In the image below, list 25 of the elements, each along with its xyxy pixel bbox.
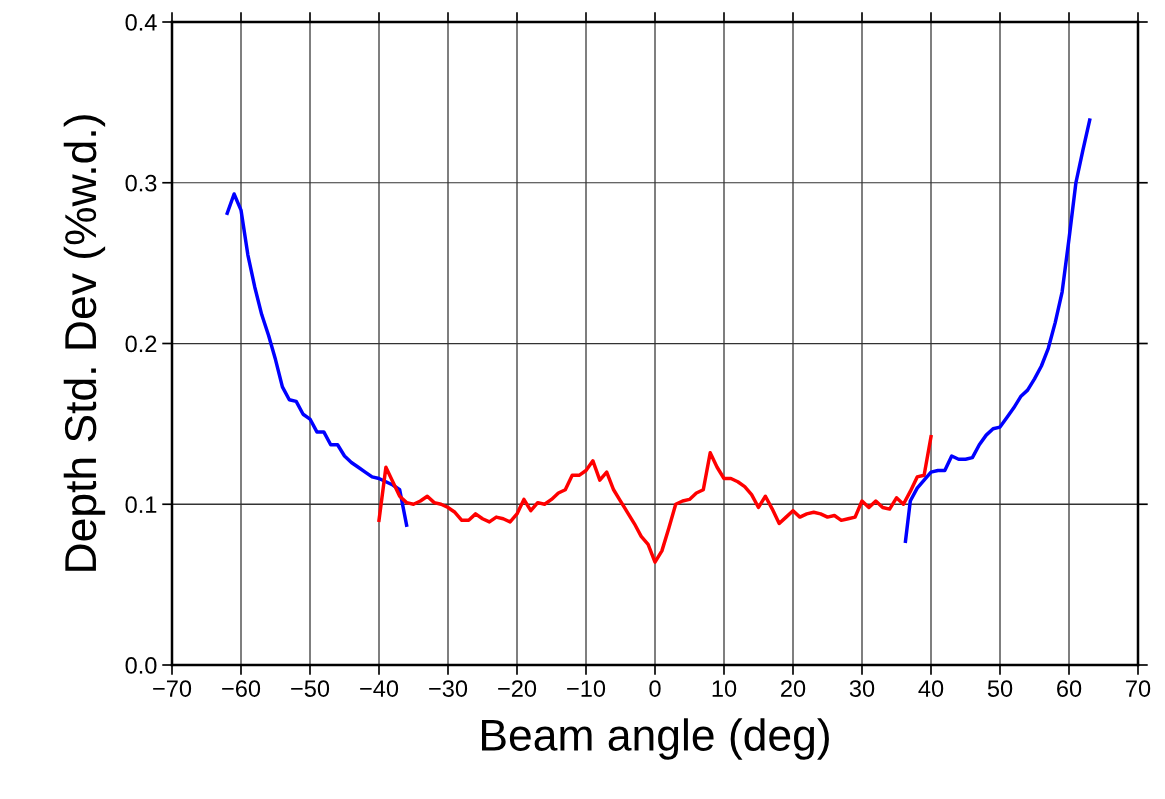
x-tick-label: 60 xyxy=(1057,680,1082,697)
y-tick-label: 0.0 xyxy=(125,657,157,674)
x-tick-label: −50 xyxy=(291,680,330,697)
x-tick-label: 50 xyxy=(987,680,1013,697)
line-series xyxy=(377,434,933,564)
x-tick-label: −30 xyxy=(429,680,468,697)
x-tick-label: −60 xyxy=(222,680,261,697)
x-tick-label: −70 xyxy=(153,680,192,697)
x-tick-label: −40 xyxy=(360,680,399,697)
x-tick-label: −10 xyxy=(567,680,606,697)
x-tick-label: 70 xyxy=(1126,680,1151,697)
y-tick-label: 0.1 xyxy=(125,496,157,514)
y-tick-label: 0.4 xyxy=(125,14,157,31)
x-tick-label: 20 xyxy=(781,680,806,697)
y-tick-label: 0.3 xyxy=(125,174,157,192)
x-tick-label: −20 xyxy=(498,680,537,697)
line-series xyxy=(225,192,409,527)
y-tick-label: 0.2 xyxy=(125,335,157,353)
line-series xyxy=(903,118,1092,543)
y-axis-title: Depth Std. Dev (%w.d.) xyxy=(63,115,106,571)
x-axis-title: Beam angle (deg) xyxy=(482,718,829,760)
x-tick-label: 0 xyxy=(649,680,661,697)
x-tick-label: 40 xyxy=(918,680,944,697)
x-tick-label: 10 xyxy=(712,680,737,697)
x-tick-label: 30 xyxy=(849,680,875,697)
